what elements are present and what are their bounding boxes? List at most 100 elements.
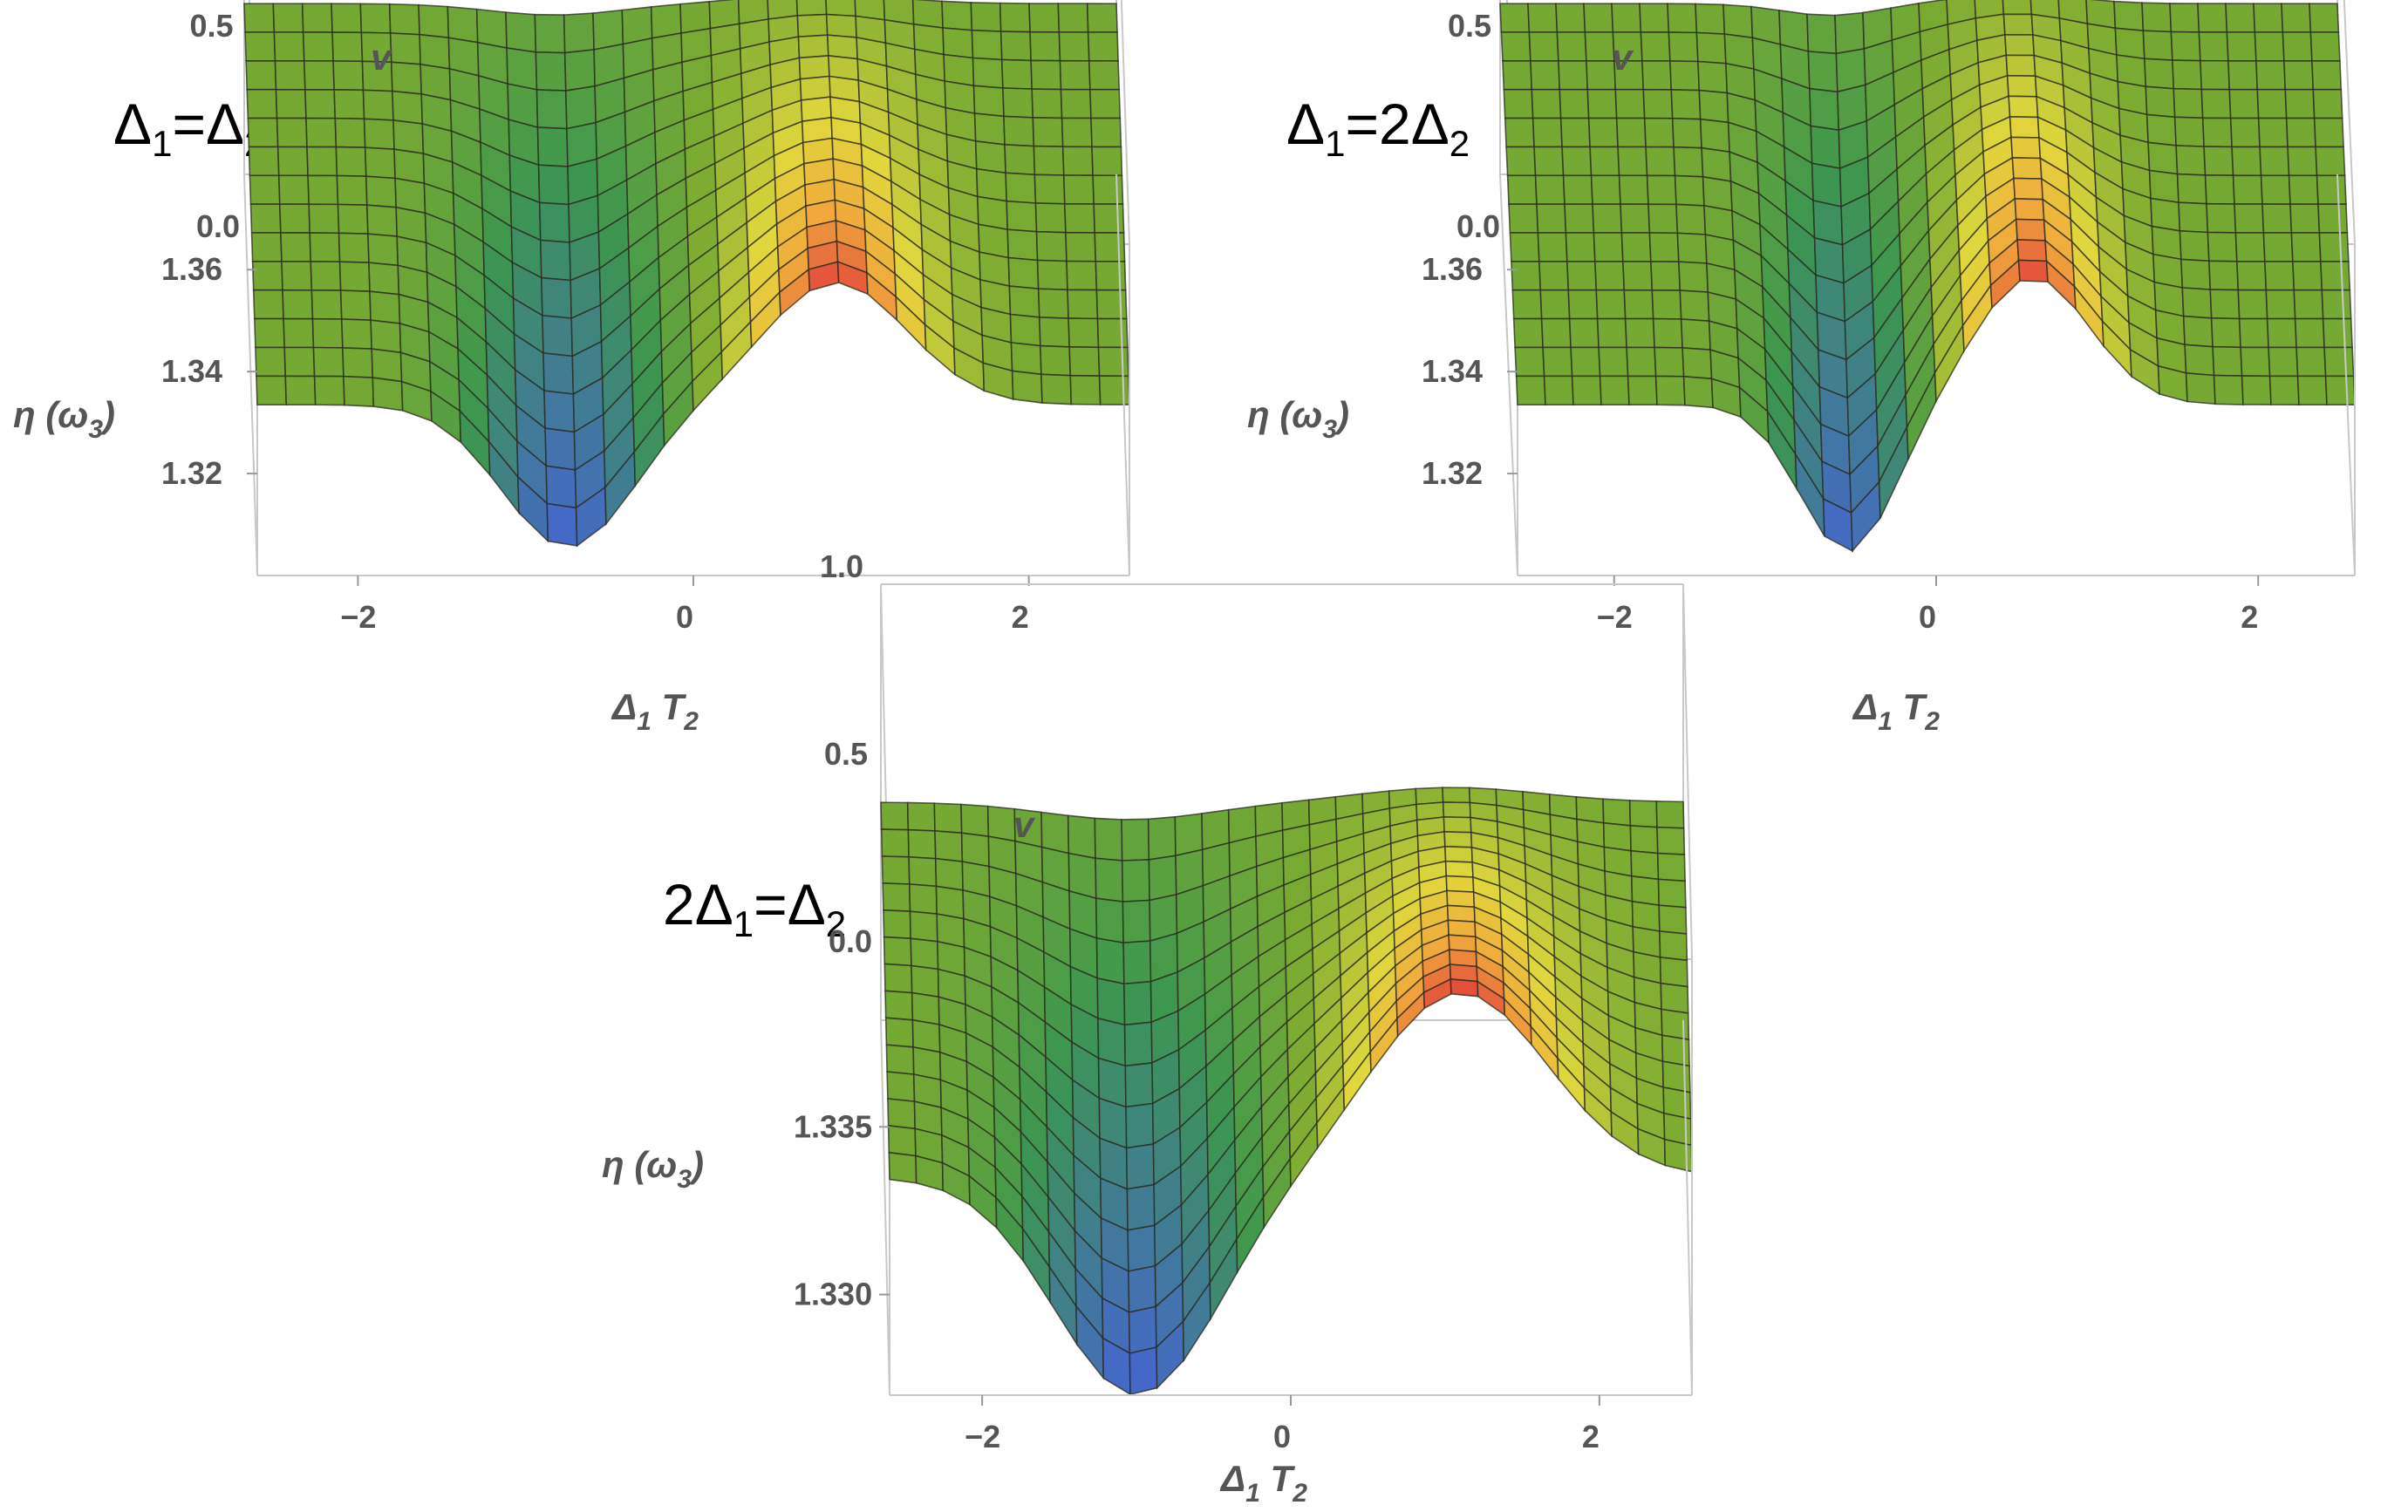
- surface-cell: [880, 828, 910, 858]
- surface-cell: [2234, 203, 2265, 234]
- surface-cell: [1087, 31, 1119, 62]
- y-tick-label: 0.0: [829, 923, 872, 959]
- surface-cell: [339, 289, 372, 322]
- surface-cell: [1098, 375, 1130, 405]
- surface-cell: [2241, 375, 2272, 405]
- x-tick-label: 2: [1582, 1419, 1600, 1454]
- surface-cell: [797, 34, 829, 59]
- surface-cell: [1527, 3, 1559, 33]
- surface-cell: [1029, 31, 1061, 62]
- surface-cell: [1567, 289, 1599, 320]
- surface-cell: [1565, 232, 1596, 262]
- surface-cell: [2004, 33, 2036, 57]
- surface-cell: [1652, 317, 1683, 349]
- surface-cell: [1695, 3, 1726, 35]
- surface-cell: [1505, 146, 1537, 177]
- surface-cell: [2261, 203, 2293, 234]
- surface-cell: [2014, 198, 2045, 221]
- surface-cell: [1584, 31, 1615, 62]
- surface-cell: [975, 167, 1008, 202]
- surface-cell: [1701, 146, 1732, 182]
- surface-cell: [1499, 3, 1531, 33]
- surface-cell: [369, 290, 401, 324]
- surface-cell: [274, 60, 306, 91]
- surface-cell: [2016, 239, 2048, 262]
- y-tick-label: 1.0: [820, 548, 863, 584]
- surface-cell: [2006, 74, 2037, 98]
- surface-cell: [2229, 117, 2261, 148]
- surface-cell: [1807, 51, 1838, 93]
- panel-3: 2Δ1=Δ2 −2 0 2 0.0 0.5 1.0 1.330 1.335 Δ1 T2 v η…: [602, 548, 1693, 1508]
- surface-cell: [255, 346, 287, 378]
- surface-cell: [1699, 118, 1730, 153]
- surface-cell: [1090, 117, 1122, 148]
- surface-cell: [2179, 229, 2210, 262]
- box-edge-back: [243, 174, 258, 576]
- surface-cell: [1500, 31, 1531, 62]
- surface-cell: [276, 117, 308, 148]
- surface-cell: [248, 146, 280, 177]
- surface-cell: [370, 319, 402, 354]
- surface-cell: [536, 126, 569, 167]
- surface-cell: [1596, 317, 1627, 349]
- surface-cell: [1096, 977, 1126, 1026]
- surface-cell: [388, 3, 420, 36]
- surface-cell: [1508, 203, 1539, 234]
- surface-cell: [1809, 87, 1840, 132]
- surface-cell: [1124, 1062, 1154, 1108]
- surface-cell: [1095, 260, 1127, 291]
- surface-cell: [1643, 117, 1675, 148]
- surface-cell: [338, 261, 371, 293]
- box-edge-front: [1682, 1019, 1693, 1396]
- surface-cell: [2114, 27, 2145, 60]
- surface-cell: [1040, 811, 1070, 855]
- surface-cell: [2200, 88, 2232, 119]
- surface-cell: [1614, 88, 1646, 119]
- surface-cell: [1065, 231, 1097, 262]
- surface-cell: [544, 427, 576, 471]
- surface-cell: [2225, 3, 2256, 33]
- surface-cell: [1615, 117, 1647, 148]
- surface-cell: [302, 31, 334, 62]
- surface-cell: [1620, 203, 1651, 234]
- surface-cell: [1450, 978, 1479, 998]
- surface-cell: [2170, 31, 2201, 62]
- surface-cell: [1058, 31, 1090, 62]
- surface-cell: [1656, 852, 1686, 882]
- surface-cell: [1443, 831, 1473, 848]
- box-edge-back: [2343, 0, 2356, 245]
- surface-cell: [253, 317, 286, 349]
- surface-cell: [250, 232, 283, 262]
- surface-cell: [1034, 202, 1067, 234]
- surface-cell: [1415, 787, 1444, 806]
- surface-cell: [887, 1125, 917, 1157]
- surface-cell: [1091, 146, 1123, 177]
- surface-cell: [906, 801, 936, 832]
- surface-cell: [389, 32, 421, 65]
- surface-cell: [2175, 145, 2207, 176]
- surface-cell: [1810, 125, 1841, 170]
- surface-cell: [367, 233, 399, 267]
- surface-cell: [2206, 202, 2237, 234]
- surface-cell: [1094, 232, 1126, 262]
- surface-cell: [312, 346, 344, 378]
- surface-cell: [2147, 141, 2179, 175]
- surface-cell: [972, 85, 1005, 118]
- surface-cell: [1040, 373, 1073, 405]
- surface-cell: [1061, 117, 1093, 148]
- z-tick-label: 1.32: [1422, 455, 1483, 491]
- surface-cell: [1674, 174, 1705, 207]
- surface-cell: [1011, 370, 1043, 405]
- surface-cell: [303, 60, 336, 91]
- surface-cell: [825, 13, 857, 38]
- surface-cell: [249, 203, 282, 234]
- surface-cell: [1003, 115, 1035, 147]
- surface-cell: [1648, 232, 1680, 263]
- surface-cell: [2309, 3, 2340, 33]
- surface-cell: [280, 232, 312, 262]
- surface-cell: [2184, 344, 2215, 377]
- surface-cell: [1129, 1346, 1158, 1396]
- surface-cell: [1086, 3, 1118, 33]
- surface-cell: [2312, 88, 2343, 119]
